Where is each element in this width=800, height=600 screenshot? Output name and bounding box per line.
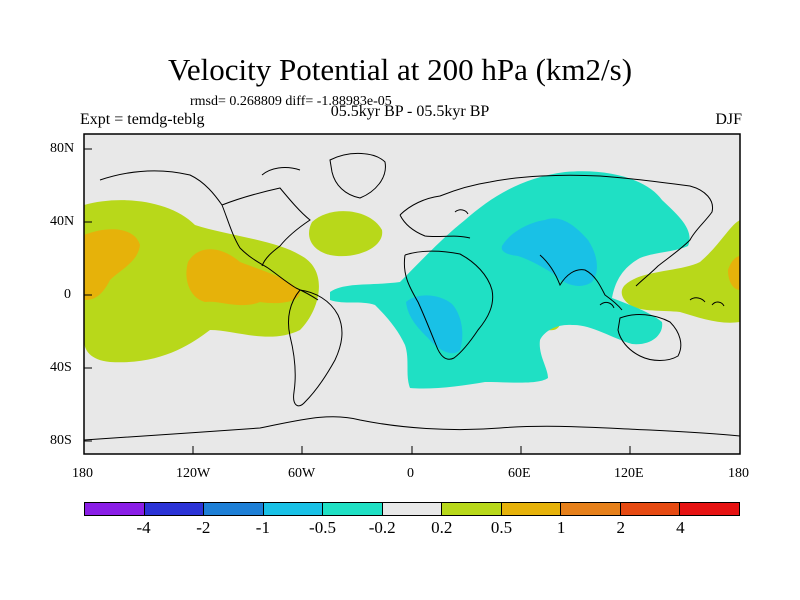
lat-label-0: 0: [64, 287, 71, 302]
experiment-label: Expt = temdg-teblg: [80, 111, 205, 128]
coast-africa: [403, 250, 494, 360]
colorbar-label: 4: [676, 518, 685, 537]
coast-australia: [617, 314, 682, 361]
lat-label-80n: 80N: [50, 141, 75, 156]
axis-ticks: [83, 148, 741, 454]
eurasia-negative-region: [330, 171, 690, 389]
colorbar-label: -0.2: [368, 518, 396, 537]
lat-label-80s: 80S: [50, 433, 72, 448]
coast-antarctica: [84, 416, 740, 441]
lon-label-120e: 120E: [614, 466, 644, 481]
lon-label-180w: 180: [72, 466, 93, 481]
lon-label-180e: 180: [728, 466, 749, 481]
colorbar-segment: [382, 503, 443, 515]
period-label: 05.5kyr BP - 05.5kyr BP: [330, 103, 490, 120]
atlantic-positive-region: [309, 211, 383, 257]
coast-north-america: [99, 167, 319, 301]
coast-india-se-asia: [539, 254, 623, 311]
coast-europe-asia: [399, 174, 714, 287]
colorbar-label: 2: [616, 518, 625, 537]
colorbar-label: 0.5: [490, 518, 513, 537]
lat-label-40s: 40S: [50, 360, 72, 375]
colorbar-segment: [204, 503, 264, 515]
colorbar-segment: [680, 503, 740, 515]
lat-label-40n: 40N: [50, 214, 75, 229]
plot-title: Velocity Potential at 200 hPa (km2/s): [167, 52, 633, 87]
west-pacific-core: [728, 256, 740, 290]
colorbar-segment: [144, 503, 205, 515]
colorbar-segment: [323, 503, 383, 515]
lon-label-60w: 60W: [288, 466, 316, 481]
pacific-core-west: [84, 229, 140, 300]
colorbar-label: 1: [556, 518, 566, 537]
colorbar-segment: [620, 503, 681, 515]
colorbar-segment: [442, 503, 502, 515]
colorbar-segment: [561, 503, 621, 515]
stats-text: rmsd= 0.268809 diff= -1.88983e-05: [190, 94, 392, 109]
coast-islands: [454, 209, 725, 309]
colorbar-label: -2: [196, 518, 211, 537]
asia-negative-core: [501, 218, 597, 286]
colorbar-segment: [501, 503, 562, 515]
contour-fills: [84, 171, 740, 389]
season-label: DJF: [715, 111, 742, 128]
colorbar: [84, 502, 740, 516]
coast-south-america: [287, 289, 343, 407]
colorbar-label: -0.5: [309, 518, 336, 537]
lon-label-60e: 60E: [508, 466, 531, 481]
coastlines: [84, 153, 740, 441]
colorbar-segment: [263, 503, 324, 515]
coast-greenland: [329, 153, 386, 199]
pacific-core-east: [186, 249, 300, 306]
colorbar-label: -1: [255, 518, 270, 537]
africa-negative-core: [406, 295, 463, 354]
lon-label-120w: 120W: [176, 466, 211, 481]
lon-label-0: 0: [407, 466, 414, 481]
colorbar-segment: [85, 503, 145, 515]
west-pacific-positive-region: [621, 220, 740, 323]
colorbar-label: 0.2: [431, 518, 453, 537]
colorbar-label: -4: [136, 518, 151, 537]
